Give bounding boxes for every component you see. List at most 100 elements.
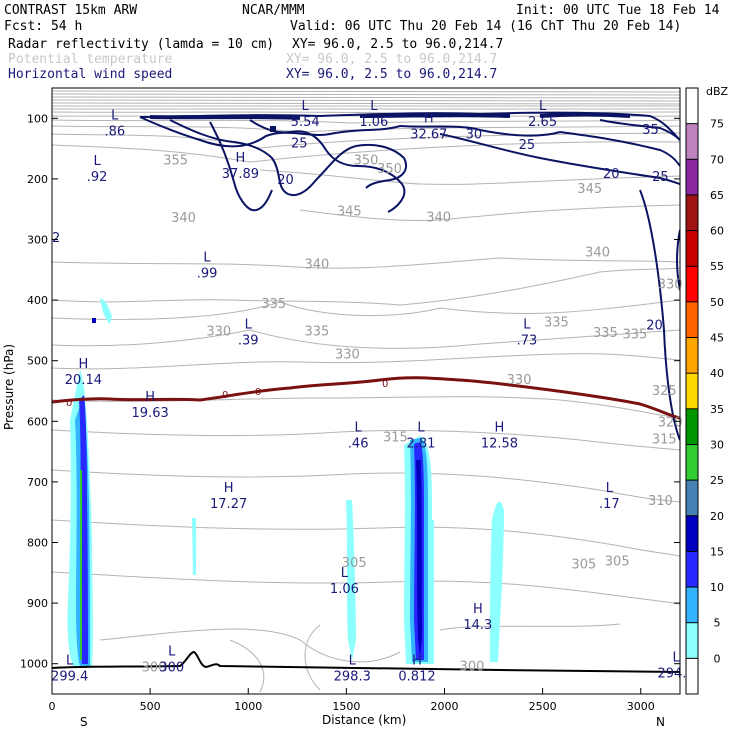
model-title: CONTRAST 15km ARW <box>4 3 137 18</box>
org-label: NCAR/MMM <box>242 3 305 18</box>
colorbar-segment <box>686 123 698 160</box>
jet-core <box>149 112 631 120</box>
low-marker: L <box>94 154 102 169</box>
plot-area <box>52 88 680 694</box>
theta-contour-label: 340 <box>305 258 330 273</box>
low-marker: L <box>355 420 363 435</box>
x-end-label-north: N <box>656 715 665 729</box>
init-time: Init: 00 UTC Tue 18 Feb 14 <box>516 3 720 18</box>
theta-contour-label: 335 <box>305 324 330 339</box>
x-end-label-south: S <box>80 715 88 729</box>
x-tick-label: 0 <box>49 700 56 713</box>
wind-labels: 25 20 30 25 20 25 35 20 <box>277 123 668 333</box>
x-axis: 0 500 1000 1500 2000 2500 3000 <box>49 688 655 713</box>
y-tick-label: 500 <box>27 355 48 368</box>
x-tick-label: 1500 <box>332 700 360 713</box>
wind-contour-label: 20 <box>277 173 294 188</box>
theta-contour-label: 340 <box>426 210 451 225</box>
y-tick-label: 800 <box>27 537 48 550</box>
low-marker: L <box>245 317 253 332</box>
extremum-value: 299.4 <box>51 670 88 685</box>
y-tick-label: 400 <box>27 294 48 307</box>
colorbar-segment <box>686 337 698 374</box>
extremum-value: 37.89 <box>222 167 259 182</box>
extremum-value: 20.14 <box>65 373 102 388</box>
theta-contour-label: 350 <box>377 162 402 177</box>
theta-contour-label: 335 <box>544 315 569 330</box>
x-tick-label: 2500 <box>529 700 557 713</box>
theta-contour-label: 305 <box>605 555 630 570</box>
extremum-value: .46 <box>348 436 369 451</box>
high-marker: H <box>412 654 422 669</box>
colorbar-segment <box>686 622 698 659</box>
wind-contour-label: 30 <box>466 127 483 142</box>
theta-contour-label: 335 <box>261 297 286 312</box>
low-marker: L <box>111 108 119 123</box>
colorbar-label: 55 <box>710 260 724 273</box>
x-tick-label: 500 <box>140 700 161 713</box>
low-marker: L <box>606 481 614 496</box>
colorbar-unit: dBZ <box>706 85 729 98</box>
colorbar-label: 50 <box>710 296 724 309</box>
extremum-value: .86 <box>104 124 125 139</box>
freezing-label: 0 <box>382 379 388 390</box>
colorbar-segment <box>686 408 698 445</box>
extremum-value: 2.65 <box>528 115 557 130</box>
low-marker: L <box>370 99 378 114</box>
y-tick-label: 1000 <box>20 658 48 671</box>
wind-contour-label: 20 <box>603 167 620 182</box>
colorbar-label: 10 <box>710 581 724 594</box>
extremum-value: 32.67 <box>410 127 447 142</box>
high-marker: H <box>236 151 246 166</box>
extremum-value: 12.58 <box>481 436 518 451</box>
theta-contour-label: 310 <box>648 494 673 509</box>
x-axis-label: Distance (km) <box>322 713 406 727</box>
colorbar-label: 45 <box>710 332 724 345</box>
colorbar-segment <box>686 515 698 552</box>
field-wind: Horizontal wind speed <box>8 67 172 82</box>
y-tick-label: 100 <box>27 112 48 125</box>
wind-contour-label: 25 <box>652 170 669 185</box>
wind-contour-label: 25 <box>291 137 308 152</box>
low-marker: L <box>539 99 547 114</box>
extremum-value: 1.06 <box>359 115 388 130</box>
theta-contour-label: 325 <box>652 384 677 399</box>
colorbar: 0 5 10 15 20 25 30 35 40 45 50 55 60 65 70 75 <box>685 87 724 695</box>
freezing-level-line <box>52 376 680 420</box>
extremum-value: .99 <box>197 267 218 282</box>
colorbar-segment <box>686 480 698 516</box>
colorbar-label: 25 <box>710 474 724 487</box>
freezing-label: 0 <box>66 398 72 409</box>
y-axis-label: Pressure (hPa) <box>2 344 16 430</box>
extremum-value: 1.06 <box>330 582 359 597</box>
extremum-value: 300 <box>159 661 184 676</box>
theta-labels: 350 345 340 340 335 330 315 305 340 335 330 340 335 3… <box>142 154 683 676</box>
left-edge-label: 2 <box>52 231 60 246</box>
theta-contour-label: 340 <box>171 211 196 226</box>
freezing-label: 0 <box>255 387 261 398</box>
field-theta-xy: XY= 96.0, 2.5 to 96.0,214.7 <box>286 52 497 67</box>
colorbar-label: 20 <box>710 510 724 523</box>
colorbar-segment <box>686 301 698 338</box>
colorbar-frame <box>685 87 699 695</box>
theta-contour-label: 300 <box>142 661 167 676</box>
wind-contour-label: 35 <box>642 123 659 138</box>
y-tick-label: 700 <box>27 476 48 489</box>
theta-contour-label: 345 <box>337 204 362 219</box>
plot-frame <box>51 87 681 695</box>
x-tick-label: 1000 <box>234 700 262 713</box>
extremum-value: .17 <box>599 497 620 512</box>
high-marker: H <box>473 602 483 617</box>
wind-max-marker <box>270 126 276 132</box>
colorbar-segment <box>686 88 698 124</box>
freezing-label: 0 <box>222 390 228 401</box>
extremum-value: 14.3 <box>463 618 492 633</box>
colorbar-segment <box>686 159 698 195</box>
colorbar-segment <box>686 587 698 623</box>
extremum-value: .39 <box>238 333 259 348</box>
colorbar-label: 30 <box>710 438 724 451</box>
terrain-line <box>52 650 680 673</box>
y-tick-label: 600 <box>27 415 48 428</box>
